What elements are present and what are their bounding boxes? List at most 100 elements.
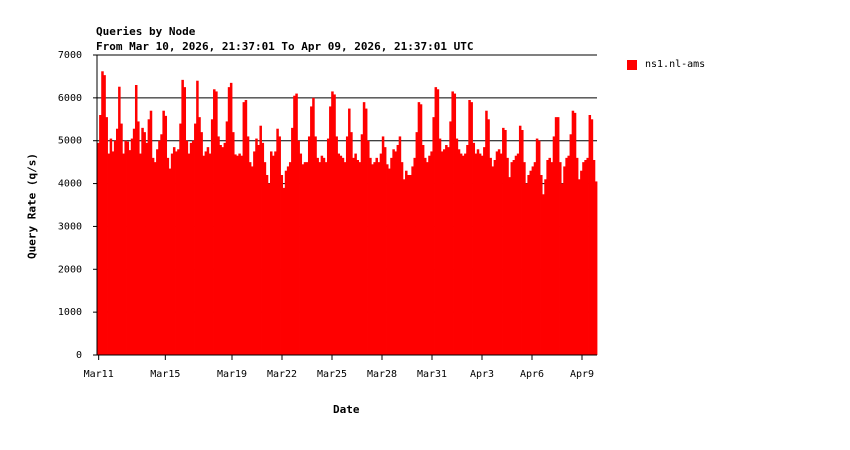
bar [377, 162, 381, 355]
bar [219, 145, 222, 355]
bar [278, 136, 281, 355]
legend-label: ns1.nl-ams [645, 59, 706, 70]
bar [303, 162, 307, 355]
bar [175, 151, 178, 355]
bar [438, 138, 442, 355]
bar [145, 142, 149, 355]
bar [358, 162, 362, 355]
bar [141, 127, 144, 355]
bar [280, 175, 284, 355]
bar [480, 155, 484, 355]
bar [364, 108, 368, 355]
bar [489, 157, 492, 355]
bar [314, 136, 317, 355]
bar [210, 119, 214, 355]
bar [405, 170, 408, 355]
bar [120, 123, 123, 355]
bar [232, 132, 235, 355]
bar [502, 127, 505, 355]
bar [111, 151, 115, 355]
bar [270, 151, 273, 355]
bar [263, 162, 267, 355]
bar [191, 140, 195, 355]
x-axis-label: Date [333, 403, 360, 416]
bar [523, 162, 526, 355]
bar [124, 140, 127, 355]
bar [350, 132, 353, 355]
bar [506, 157, 509, 355]
y-tick-label: 0 [76, 350, 82, 361]
bar [415, 132, 419, 355]
bar [398, 136, 402, 355]
chart-title: Queries by Node [96, 25, 196, 38]
bar [428, 155, 431, 355]
bar [113, 140, 117, 355]
bar [206, 147, 210, 355]
chart-subtitle: From Mar 10, 2026, 21:37:01 To Apr 09, 2… [96, 40, 474, 53]
bar [109, 138, 113, 355]
bar [571, 110, 575, 356]
bar [430, 151, 433, 355]
bar [478, 153, 482, 355]
bar [166, 157, 170, 355]
bar [242, 102, 246, 355]
bar [497, 149, 501, 355]
bar [559, 162, 562, 355]
bar [565, 157, 568, 355]
bar [432, 117, 435, 355]
bar [352, 157, 355, 355]
bar [267, 183, 271, 355]
bar [137, 121, 140, 356]
bar [240, 155, 243, 355]
bar [151, 157, 155, 355]
bar [331, 91, 334, 356]
bar [476, 149, 480, 355]
bar [301, 164, 305, 355]
bar [196, 80, 199, 356]
bar [466, 145, 469, 355]
bar [103, 75, 106, 355]
bar [251, 166, 254, 355]
bar [461, 155, 465, 355]
bar [335, 136, 338, 355]
bar [354, 153, 357, 355]
bar [495, 151, 499, 355]
bar [225, 121, 229, 356]
bar [215, 91, 218, 356]
bar [198, 117, 201, 355]
bar [485, 110, 488, 356]
bar [272, 155, 275, 355]
bar [126, 141, 130, 355]
bar [544, 179, 547, 355]
bar [474, 153, 478, 355]
bar [362, 102, 366, 355]
bar [115, 128, 119, 355]
bar [584, 160, 587, 355]
bar [491, 166, 495, 355]
bar [284, 170, 288, 355]
bar [348, 108, 351, 355]
bar [238, 153, 241, 355]
bar [409, 175, 412, 355]
bar [204, 151, 208, 355]
bar [573, 112, 577, 355]
bar [337, 153, 341, 355]
bar [134, 85, 138, 355]
bar [213, 89, 216, 355]
bar [447, 147, 450, 355]
bar [322, 157, 326, 355]
bar [567, 155, 570, 355]
bar [223, 142, 227, 355]
bar [537, 140, 541, 355]
bar [97, 142, 100, 355]
bar [187, 153, 191, 355]
bar [153, 162, 157, 355]
bar [525, 183, 528, 355]
bar [590, 119, 594, 355]
bar [546, 160, 549, 355]
bar [504, 130, 507, 355]
bar [459, 153, 463, 355]
bar [442, 149, 446, 355]
bar [533, 162, 537, 355]
bar [259, 125, 262, 356]
